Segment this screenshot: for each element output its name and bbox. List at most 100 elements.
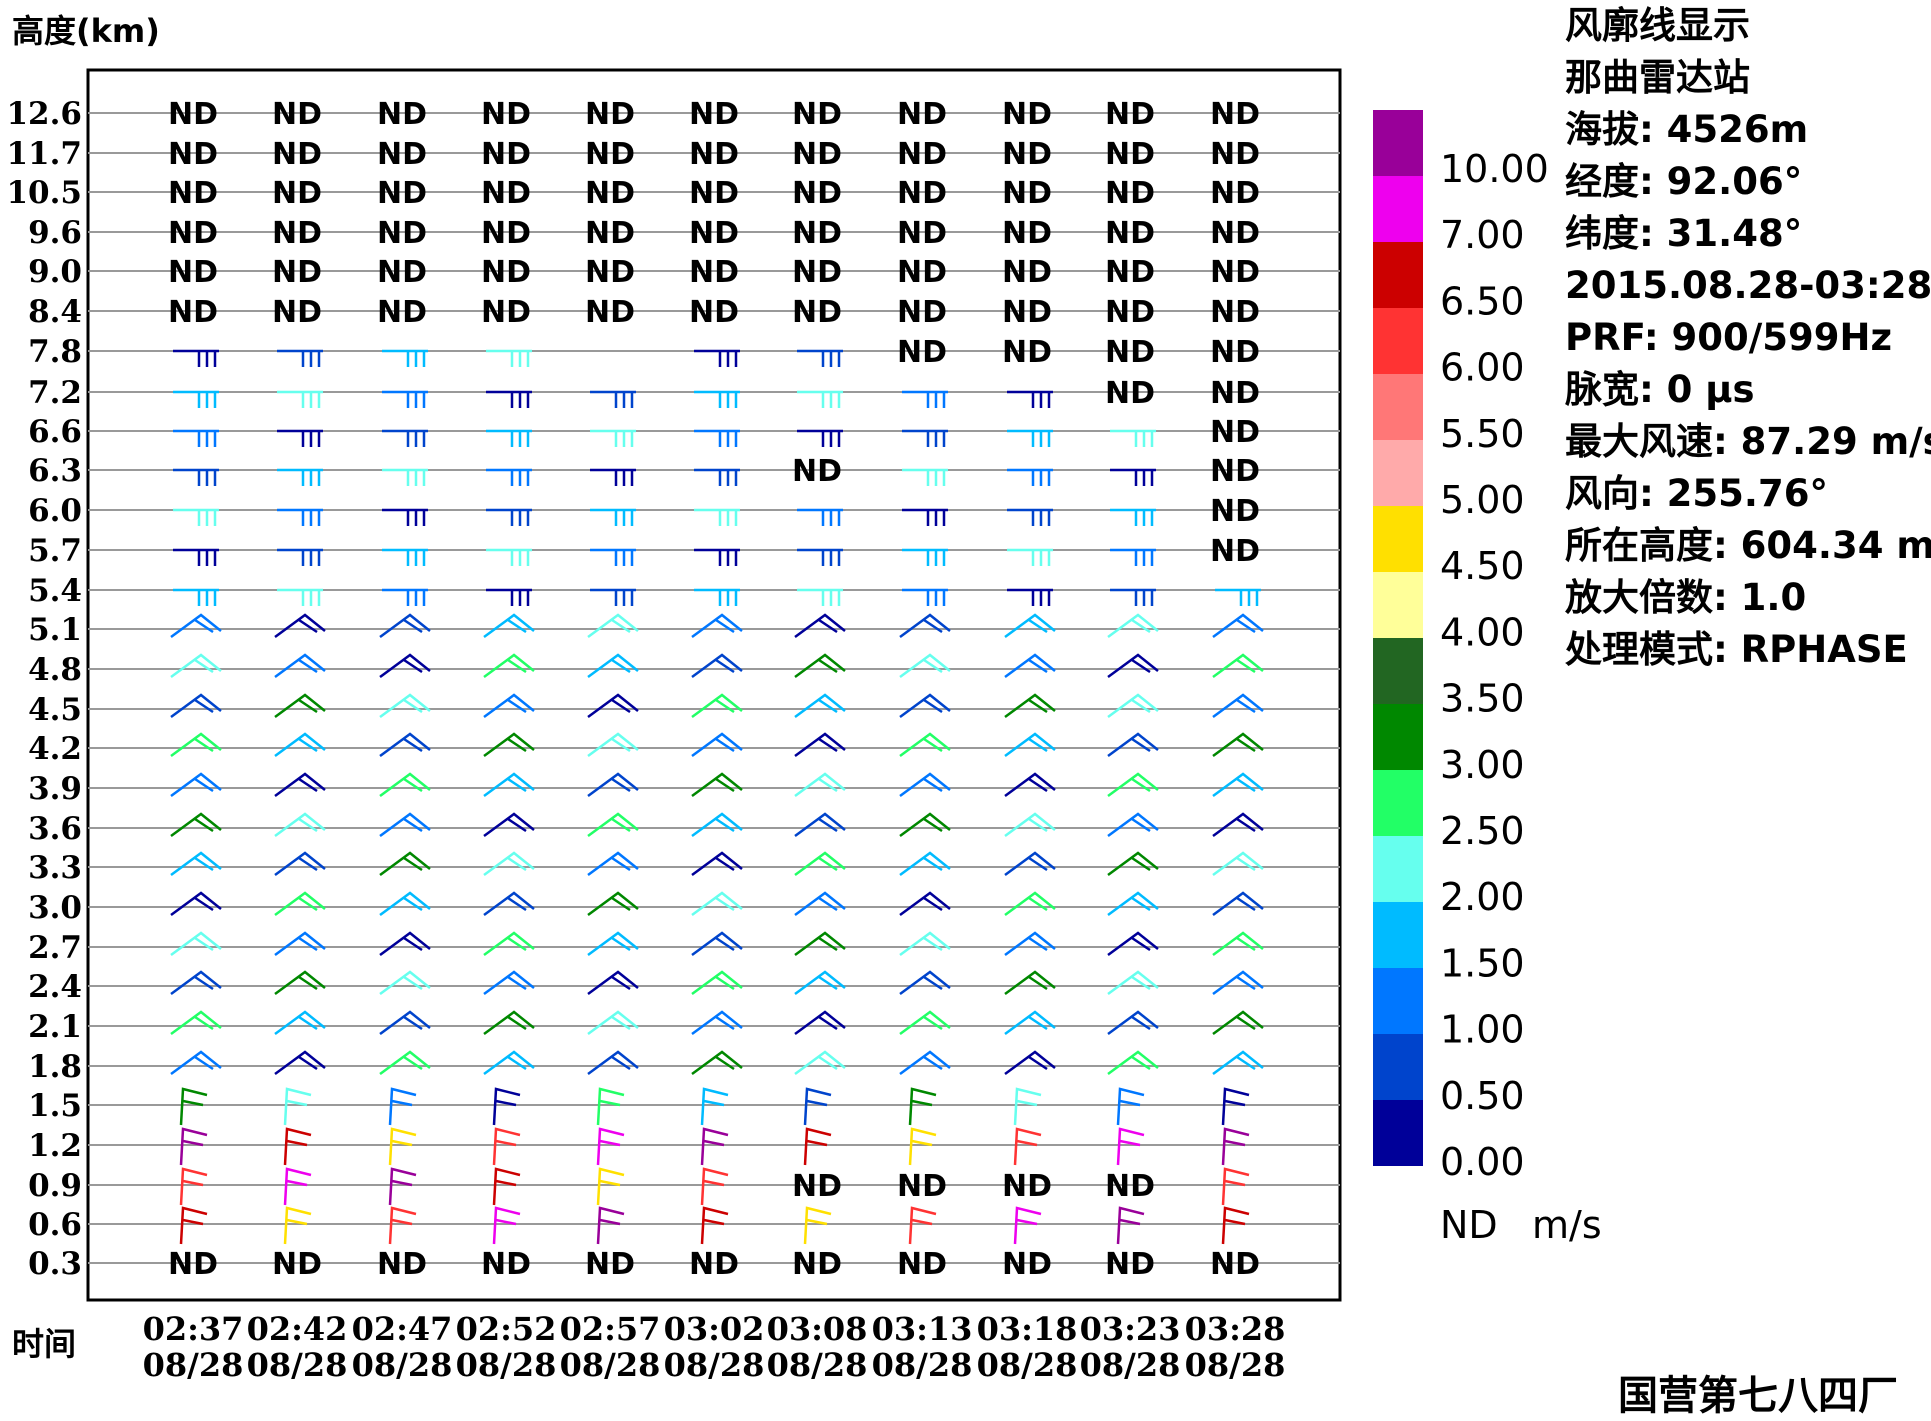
wind-barb	[173, 429, 219, 447]
footer-label: 国营第七八四厂	[1618, 1373, 1898, 1419]
nd-label: ND	[1210, 454, 1260, 489]
info-datetime: 2015.08.28-03:28:31	[1565, 264, 1931, 307]
wind-barb	[388, 1087, 417, 1126]
colorbar-label: 2.50	[1440, 809, 1525, 853]
nd-label: ND	[897, 1247, 947, 1282]
wind-barb	[170, 1010, 222, 1036]
nd-label: ND	[897, 1169, 947, 1204]
wind-barb	[179, 1087, 208, 1126]
wind-barb	[486, 349, 532, 367]
colorbar-swatch	[1373, 770, 1423, 836]
wind-barb	[1212, 851, 1264, 877]
wind-barb	[179, 1167, 208, 1206]
colorbar-unit: m/s	[1532, 1203, 1602, 1247]
wind-barb	[1004, 772, 1056, 798]
wind-barb	[1013, 1127, 1042, 1166]
wind-barb	[587, 613, 639, 639]
nd-label: ND	[1210, 97, 1260, 132]
x-axis-title: 时间	[12, 1325, 76, 1363]
nd-label: ND	[792, 137, 842, 172]
wind-barb	[1212, 970, 1264, 996]
time-tick-label: 02:57	[560, 1310, 661, 1348]
date-tick-label: 08/28	[560, 1346, 661, 1384]
height-tick-label: 10.5	[6, 175, 82, 211]
wind-barb	[1221, 1206, 1250, 1245]
nd-label: ND	[1002, 335, 1052, 370]
nd-label: ND	[377, 97, 427, 132]
wind-barb	[1212, 812, 1264, 838]
wind-barb	[379, 732, 431, 758]
wind-barb	[1007, 390, 1053, 408]
info-mode: 处理模式: RPHASE	[1565, 628, 1908, 671]
wind-barb	[274, 891, 326, 917]
nd-label: ND	[272, 97, 322, 132]
nd-label: ND	[1002, 255, 1052, 290]
nd-label: ND	[1105, 176, 1155, 211]
wind-barb	[170, 851, 222, 877]
wind-barb	[1004, 1050, 1056, 1076]
nd-label: ND	[792, 295, 842, 330]
wind-barb	[899, 970, 951, 996]
info-station: 那曲雷达站	[1565, 56, 1750, 99]
wind-barb	[694, 548, 740, 566]
wind-barb	[691, 1010, 743, 1036]
nd-label: ND	[792, 1247, 842, 1282]
wind-barb	[596, 1206, 625, 1245]
wind-barb	[379, 851, 431, 877]
nd-label: ND	[1105, 376, 1155, 411]
colorbar-swatch	[1373, 242, 1423, 308]
height-tick-label: 3.3	[28, 850, 82, 886]
wind-barb	[694, 588, 740, 606]
wind-barb	[587, 693, 639, 719]
colorbar-swatch	[1373, 968, 1423, 1034]
wind-barb	[899, 851, 951, 877]
colorbar-label: 0.00	[1440, 1140, 1525, 1184]
nd-label: ND	[1105, 255, 1155, 290]
wind-barb	[1212, 653, 1264, 679]
wind-barb	[1107, 812, 1159, 838]
nd-label: ND	[377, 137, 427, 172]
colorbar-swatch	[1373, 902, 1423, 968]
height-tick-label: 5.4	[28, 573, 82, 609]
wind-barb	[483, 653, 535, 679]
time-tick-label: 03:13	[872, 1310, 973, 1348]
nd-label: ND	[585, 216, 635, 251]
wind-barb	[899, 732, 951, 758]
nd-label: ND	[272, 295, 322, 330]
height-tick-label: 6.6	[28, 414, 82, 450]
nd-label: ND	[1002, 216, 1052, 251]
wind-barb	[797, 349, 843, 367]
wind-barb	[794, 732, 846, 758]
wind-barb	[483, 772, 535, 798]
wind-barb	[1110, 588, 1156, 606]
time-tick-label: 03:28	[1185, 1310, 1286, 1348]
colorbar-label: 5.50	[1440, 412, 1525, 456]
nd-label: ND	[1105, 335, 1155, 370]
wind-barb	[379, 812, 431, 838]
nd-label: ND	[585, 97, 635, 132]
height-tick-label: 2.1	[28, 1009, 82, 1045]
wind-barb	[587, 653, 639, 679]
wind-barb	[283, 1087, 312, 1126]
wind-barb	[691, 653, 743, 679]
wind-barb	[1004, 970, 1056, 996]
wind-barb	[1221, 1127, 1250, 1166]
nd-label: ND	[168, 295, 218, 330]
plot-frame	[86, 68, 1342, 1302]
wind-barb	[379, 891, 431, 917]
wind-barb	[483, 1050, 535, 1076]
wind-barb	[486, 390, 532, 408]
wind-barb	[902, 548, 948, 566]
nd-label: ND	[272, 1247, 322, 1282]
colorbar-swatch	[1373, 374, 1423, 440]
colorbar-swatch	[1373, 110, 1423, 176]
height-tick-label: 7.2	[28, 375, 82, 411]
wind-barb	[277, 429, 323, 447]
wind-barb	[277, 468, 323, 486]
wind-barb	[794, 1010, 846, 1036]
wind-barb	[173, 349, 219, 367]
date-tick-label: 08/28	[767, 1346, 868, 1384]
time-tick-label: 02:42	[247, 1310, 348, 1348]
height-tick-label: 0.3	[28, 1246, 82, 1282]
wind-barb	[794, 653, 846, 679]
